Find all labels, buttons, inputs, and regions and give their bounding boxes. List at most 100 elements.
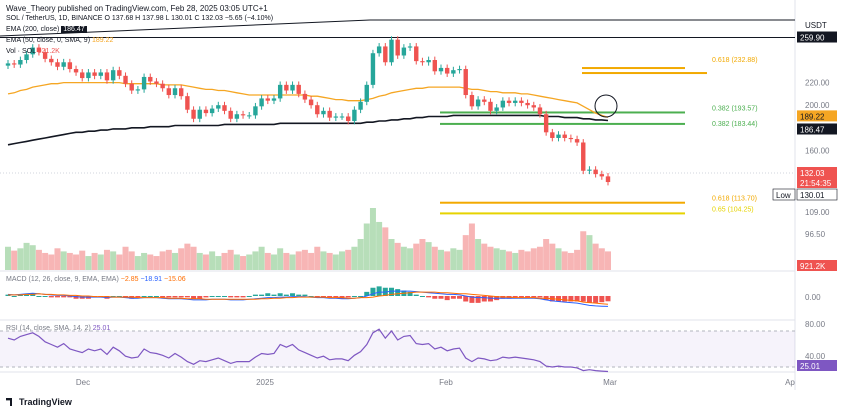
volume-bar-14 <box>91 252 98 270</box>
candle-9 <box>61 62 66 67</box>
candle-76 <box>475 99 481 107</box>
macd-hist-bar-75 <box>469 296 475 303</box>
price-tick-1: 200.00 <box>805 101 830 110</box>
candle-89 <box>556 134 561 138</box>
volume-bar-81 <box>506 251 513 270</box>
candle-37 <box>234 114 240 119</box>
macd-line <box>7 290 609 307</box>
candle-52 <box>327 110 332 118</box>
volume-bar-62 <box>388 239 395 270</box>
candle-22 <box>141 76 147 90</box>
time-label-1: 2025 <box>256 378 274 387</box>
macd-line-value: −18.91 <box>140 276 163 283</box>
volume-bar-79 <box>493 248 500 270</box>
macd-hist-bar-42 <box>265 293 271 296</box>
volume-bar-30 <box>190 246 197 270</box>
candle-12 <box>80 72 85 79</box>
volume-bar-4 <box>29 245 36 270</box>
candle-13 <box>86 72 91 79</box>
volume-bar-78 <box>487 246 494 270</box>
macd-hist-bar-46 <box>290 293 296 296</box>
fib-level-2 <box>440 122 685 125</box>
macd-hist-bar-33 <box>209 296 215 297</box>
candle-77 <box>482 99 487 102</box>
macd-hist-bar-93 <box>580 296 586 302</box>
macd-legend: MACD (12, 26, close, 9, EMA, EMA) −2.85 … <box>6 276 186 283</box>
candle-88 <box>550 132 555 138</box>
volume-bar-97 <box>605 251 611 270</box>
volume-bar-31 <box>196 252 203 270</box>
fib-level-0b <box>582 72 707 75</box>
macd-hist-bar-53 <box>333 296 339 298</box>
candle-49 <box>308 99 314 106</box>
volume-bar-35 <box>221 252 228 270</box>
macd-hist-bar-52 <box>327 296 333 298</box>
price-tag-box-1 <box>797 110 837 122</box>
macd-hist-bar-32 <box>203 296 209 298</box>
volume-bar-47 <box>295 251 302 270</box>
volume-label: Vol · SOL <box>6 48 36 55</box>
price-tag-3: 132.03 <box>797 167 837 178</box>
price-tag-text-0: 259.90 <box>800 34 825 43</box>
candle-26 <box>166 88 172 96</box>
candle-81 <box>506 100 512 103</box>
candle-25 <box>160 83 165 89</box>
volume-bar-96 <box>598 248 605 270</box>
candle-42 <box>265 98 270 101</box>
rsi-label: RSI (14, close, SMA, 14, 2) <box>6 325 91 332</box>
volume-bar-37 <box>233 254 240 270</box>
candle-75 <box>469 95 475 107</box>
candle-24 <box>154 81 159 84</box>
macd-hist-bar-84 <box>525 296 531 298</box>
candle-82 <box>513 100 518 103</box>
price-tag-text-1: 189.22 <box>800 112 825 121</box>
volume-bar-90 <box>561 251 568 270</box>
volume-bar-34 <box>215 256 222 270</box>
macd-hist-bar-86 <box>537 296 543 298</box>
macd-hist-bar-5 <box>36 296 42 297</box>
volume-value: 921.2K <box>37 48 60 55</box>
macd-hist-bar-65 <box>407 291 413 296</box>
volume-bar-33 <box>209 251 216 270</box>
volume-bar-12 <box>79 250 86 270</box>
macd-hist-value: −2.85 <box>120 276 139 283</box>
candle-87 <box>543 114 549 133</box>
macd-hist-bar-62 <box>389 287 395 296</box>
candle-86 <box>537 107 543 115</box>
macd-hist-bar-27 <box>172 296 178 298</box>
volume-bar-93 <box>580 231 587 270</box>
price-tag-box-5 <box>796 188 838 201</box>
macd-hist-bar-82 <box>512 296 518 298</box>
volume-bar-2 <box>17 248 24 270</box>
macd-hist-bar-18 <box>116 296 122 297</box>
volume-bar-7 <box>48 254 55 270</box>
candle-59 <box>370 53 376 85</box>
volume-bar-80 <box>499 249 506 270</box>
macd-hist-bar-43 <box>271 294 277 296</box>
volume-bar-50 <box>314 246 321 270</box>
candle-58 <box>364 84 369 102</box>
candle-34 <box>216 105 221 109</box>
volume-bar-89 <box>555 248 562 270</box>
symbol-ohlc-line: SOL / TetherUS, 1D, BINANCE O 137.68 H 1… <box>6 15 273 22</box>
candle-84 <box>525 102 530 106</box>
volume-bar-71 <box>444 251 451 270</box>
macd-hist-bar-3 <box>24 294 30 296</box>
ema-cross-circle <box>594 94 618 118</box>
macd-hist-bar-6 <box>42 296 48 297</box>
ema200-line <box>7 114 609 146</box>
candle-91 <box>568 137 574 140</box>
symbol-label: SOL / TetherUS, 1D, BINANCE <box>6 15 103 22</box>
candle-56 <box>352 109 357 122</box>
volume-bar-20 <box>128 251 135 270</box>
candle-83 <box>519 100 524 103</box>
ohlc-values: O 137.68 H 137.98 L 130.01 C 132.03 −5.6… <box>104 15 274 22</box>
branding-text: TradingView <box>19 397 72 407</box>
macd-hist-bar-90 <box>562 296 568 302</box>
candle-32 <box>203 109 209 114</box>
fib-level-3 <box>440 201 685 204</box>
fib-level-4 <box>440 212 685 215</box>
candle-71 <box>444 67 450 74</box>
candle-0 <box>5 63 11 66</box>
